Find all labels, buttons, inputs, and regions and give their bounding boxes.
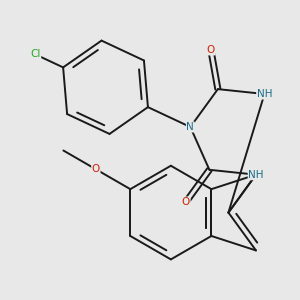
Text: NH: NH	[257, 89, 272, 99]
Text: N: N	[187, 122, 194, 132]
Text: O: O	[207, 45, 215, 55]
Text: O: O	[182, 197, 190, 207]
Text: Cl: Cl	[30, 50, 41, 59]
Text: NH: NH	[248, 170, 264, 180]
Text: O: O	[92, 164, 100, 174]
